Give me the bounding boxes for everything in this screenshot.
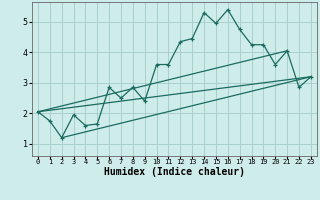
X-axis label: Humidex (Indice chaleur): Humidex (Indice chaleur) <box>104 167 245 177</box>
